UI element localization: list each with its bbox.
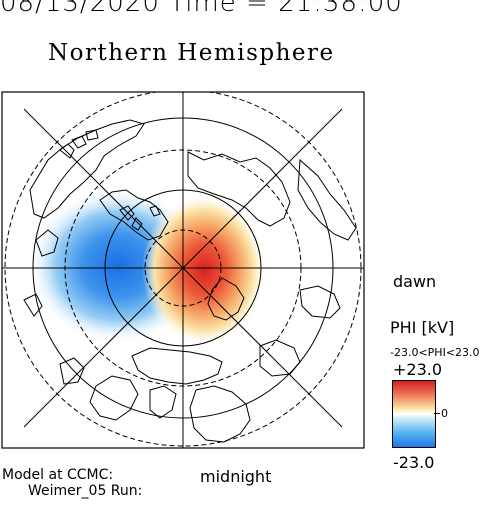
- run-line: Weimer_05 Run:: [28, 483, 143, 499]
- dawn-label: dawn: [393, 272, 437, 291]
- potential-pattern: [28, 188, 266, 346]
- midnight-label: midnight: [200, 467, 272, 486]
- colorbar: [392, 380, 436, 448]
- datetime-header: 08/13/2020 Time = 21:38:00: [0, 0, 403, 18]
- coastlines: [23, 119, 357, 443]
- colorbar-quantity: PHI [kV]: [390, 318, 455, 337]
- colorbar-min-label: -23.0: [393, 453, 435, 472]
- colorbar-zero-tick: [434, 413, 440, 414]
- polar-potential-map: [1, 91, 365, 449]
- colorbar-mid-label: 0: [441, 407, 448, 420]
- colorbar-max-label: +23.0: [393, 360, 443, 379]
- positive-cell: [142, 194, 266, 346]
- colorbar-range: -23.0<PHI<23.0: [390, 346, 480, 359]
- model-line: Model at CCMC:: [2, 467, 114, 483]
- meridian-diag-2: [23, 108, 343, 428]
- map-title: Northern Hemisphere: [48, 40, 335, 66]
